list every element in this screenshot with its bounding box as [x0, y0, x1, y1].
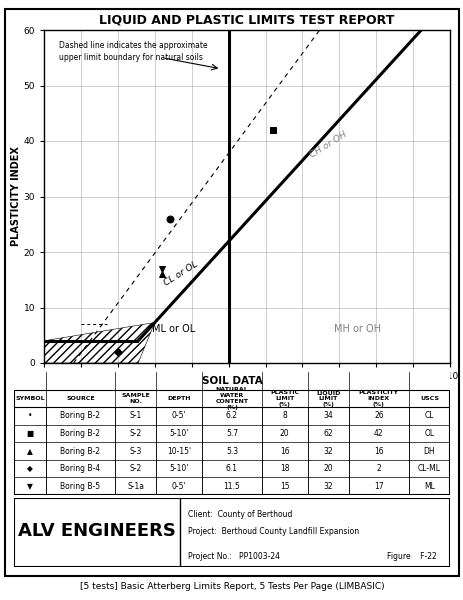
- Text: SOIL DATA: SOIL DATA: [201, 376, 262, 386]
- Text: CH or OH: CH or OH: [307, 130, 348, 160]
- Text: 32: 32: [323, 446, 332, 455]
- Text: Project No.:   PP1003-24: Project No.: PP1003-24: [188, 552, 280, 561]
- Text: SOURCE: SOURCE: [66, 396, 94, 401]
- Y-axis label: PLASTICITY INDEX: PLASTICITY INDEX: [11, 146, 21, 247]
- Text: 10-15': 10-15': [167, 446, 191, 455]
- Text: ML: ML: [423, 482, 434, 491]
- Text: 11.5: 11.5: [223, 482, 240, 491]
- Text: CL or OL: CL or OL: [162, 259, 199, 287]
- Text: 6.1: 6.1: [225, 464, 238, 473]
- Text: 6.2: 6.2: [225, 412, 238, 421]
- Text: SAMPLE
NO.: SAMPLE NO.: [121, 393, 150, 404]
- Text: S-3: S-3: [129, 446, 142, 455]
- Text: CL-ML: CL-ML: [417, 464, 440, 473]
- Text: 34: 34: [323, 412, 332, 421]
- Text: Boring B-2: Boring B-2: [60, 446, 100, 455]
- Text: ▲: ▲: [27, 446, 33, 455]
- Text: ▼: ▼: [27, 482, 33, 491]
- Text: 32: 32: [323, 482, 332, 491]
- Text: SYMBOL: SYMBOL: [15, 396, 45, 401]
- Text: Dashed line indicates the approximate
upper limit boundary for natural soils: Dashed line indicates the approximate up…: [59, 41, 207, 62]
- Title: LIQUID AND PLASTIC LIMITS TEST REPORT: LIQUID AND PLASTIC LIMITS TEST REPORT: [99, 13, 394, 26]
- Text: MH or OH: MH or OH: [333, 325, 381, 334]
- Text: 15: 15: [279, 482, 289, 491]
- Text: 0-5': 0-5': [171, 412, 186, 421]
- Text: Project:  Berthoud County Landfill Expansion: Project: Berthoud County Landfill Expans…: [188, 527, 359, 536]
- Text: Boring B-2: Boring B-2: [60, 429, 100, 438]
- X-axis label: LIQUID LIMIT: LIQUID LIMIT: [212, 384, 282, 394]
- Text: 0-5': 0-5': [171, 482, 186, 491]
- Text: CL: CL: [424, 412, 433, 421]
- Text: PLASTICITY
INDEX
(%): PLASTICITY INDEX (%): [358, 390, 398, 407]
- Text: S-1: S-1: [129, 412, 141, 421]
- Text: 42: 42: [373, 429, 383, 438]
- Text: ML or OL: ML or OL: [151, 325, 194, 334]
- Text: 16: 16: [279, 446, 289, 455]
- Text: PLASTIC
LIMIT
(%): PLASTIC LIMIT (%): [269, 390, 299, 407]
- Text: DEPTH: DEPTH: [167, 396, 191, 401]
- Text: 17: 17: [373, 482, 383, 491]
- Text: ■: ■: [26, 429, 33, 438]
- Text: Figure    F-22: Figure F-22: [387, 552, 436, 561]
- Bar: [14, 372, 449, 389]
- Text: ALV ENGINEERS: ALV ENGINEERS: [18, 522, 175, 540]
- Text: 5-10': 5-10': [169, 464, 188, 473]
- Text: ◆: ◆: [27, 464, 33, 473]
- Text: 20: 20: [323, 464, 332, 473]
- Text: LIQUID
LIMIT
(%): LIQUID LIMIT (%): [316, 390, 340, 407]
- Text: NATURAL
WATER
CONTENT
(%): NATURAL WATER CONTENT (%): [215, 387, 248, 410]
- Text: 5.7: 5.7: [225, 429, 238, 438]
- Text: 5-10': 5-10': [169, 429, 188, 438]
- Text: 20: 20: [279, 429, 289, 438]
- Text: [5 tests] Basic Atterberg Limits Report, 5 Tests Per Page (LIMBASIC): [5 tests] Basic Atterberg Limits Report,…: [80, 582, 383, 591]
- Text: 18: 18: [280, 464, 289, 473]
- Text: Boring B-5: Boring B-5: [60, 482, 100, 491]
- Text: OL: OL: [424, 429, 433, 438]
- Text: Client:  County of Berthoud: Client: County of Berthoud: [188, 511, 292, 520]
- Text: 8: 8: [282, 412, 287, 421]
- Text: S-2: S-2: [129, 464, 141, 473]
- Text: Boring B-4: Boring B-4: [60, 464, 100, 473]
- Text: •: •: [28, 412, 32, 421]
- Text: Boring B-2: Boring B-2: [60, 412, 100, 421]
- Text: 16: 16: [373, 446, 383, 455]
- Text: 26: 26: [373, 412, 383, 421]
- Text: 2: 2: [376, 464, 381, 473]
- Text: 5.3: 5.3: [225, 446, 238, 455]
- Text: S-1a: S-1a: [127, 482, 144, 491]
- Text: DH: DH: [423, 446, 434, 455]
- Text: S-2: S-2: [129, 429, 141, 438]
- Text: USCS: USCS: [419, 396, 438, 401]
- Text: 62: 62: [323, 429, 332, 438]
